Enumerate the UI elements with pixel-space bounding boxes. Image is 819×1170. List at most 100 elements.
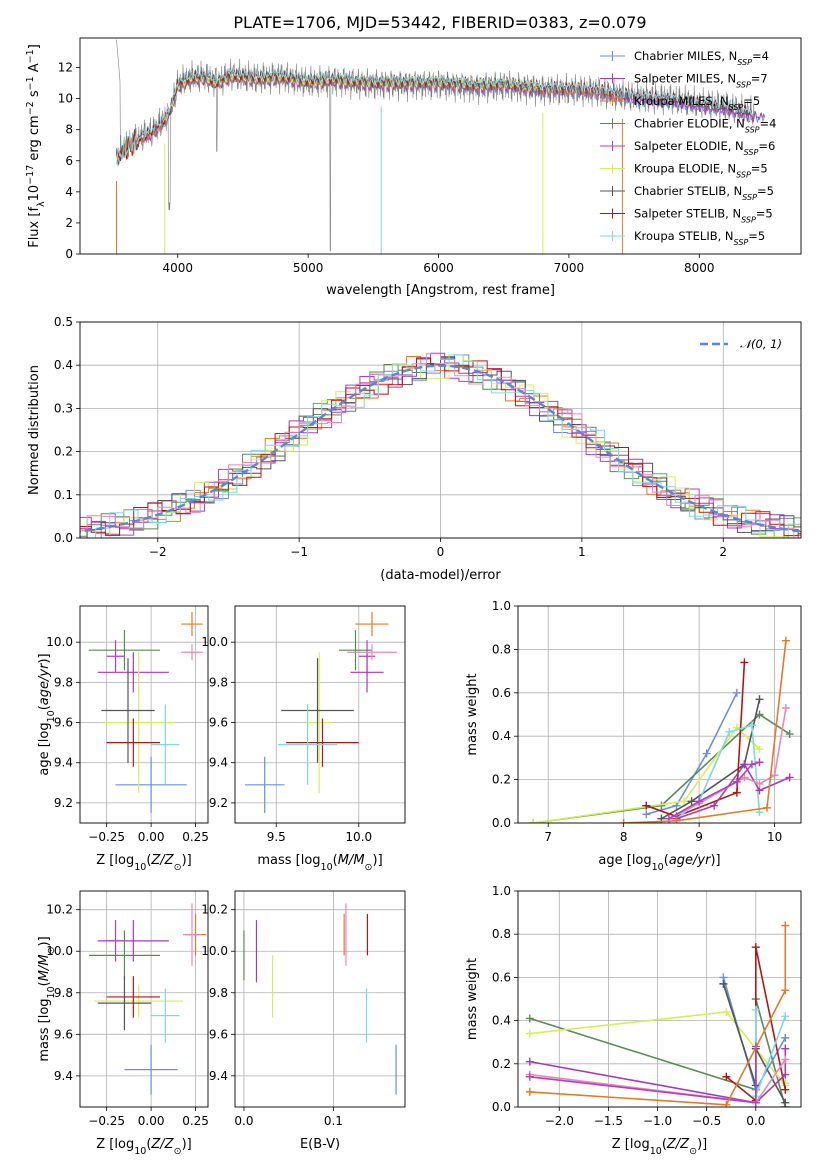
weight-point-marker <box>763 803 772 812</box>
weight-point-marker <box>642 810 651 819</box>
weight-point-marker <box>781 1085 790 1094</box>
spectrum-panel: 4000 5000 6000 7000 8000 0 2 4 6 8 10 12 wavelength … <box>25 37 802 298</box>
x-tick-label: 7000 <box>554 261 585 275</box>
weight-point-marker <box>732 688 741 697</box>
errorbar-point <box>106 920 125 962</box>
legend-label: Kroupa STELIB, NSSP=5 <box>634 229 765 247</box>
y-axis-label: age [log10(age/yr)] <box>37 653 57 775</box>
errorbar-point <box>106 718 160 767</box>
weight-point-marker <box>672 816 681 823</box>
axes-frame <box>234 605 406 824</box>
y-axis-label: Normed distribution <box>27 365 42 495</box>
axes-frame <box>517 890 802 1108</box>
weight-point-marker <box>781 703 790 712</box>
weight-point-marker <box>722 1072 731 1081</box>
age-vs-metallicity-panel: −0.25 0.00 0.25 9.2 9.4 9.6 9.8 10.0 Z [log10(Z/… <box>37 605 209 873</box>
model-spectrum-line <box>116 66 752 165</box>
x-axis-label: Z [log10(Z/Z⊙)] <box>612 1137 707 1157</box>
mass-vs-metallicity-panel: −0.25 0.00 0.25 9.4 9.6 9.8 10.0 10.2 Z [log10(Z… <box>37 890 209 1157</box>
y-tick-label: 10.0 <box>201 944 228 958</box>
y-tick-label: 10.2 <box>201 903 228 917</box>
errorbar-point <box>106 640 125 673</box>
x-axis-label: age [log10(age/yr)] <box>598 853 720 873</box>
x-tick-label: 10.0 <box>345 830 372 844</box>
y-tick-label: 9.6 <box>209 1027 228 1041</box>
y-tick-label: 9.8 <box>54 675 73 689</box>
errorbar-point <box>101 658 155 763</box>
errorbar-point <box>183 903 201 966</box>
errorbar-point <box>103 652 175 793</box>
weight-vs-metallicity-panel: −2.0 −1.5 −1.0 −0.5 0.0 0.0 0.2 0.4 0.6 0.8 1.0 Z [… <box>465 884 802 1157</box>
weight-point-marker <box>781 986 790 995</box>
y-axis-label: mass weight <box>465 673 480 755</box>
weight-point-marker <box>755 779 764 788</box>
y-tick-label: 9.2 <box>54 796 73 810</box>
residuals-legend: 𝒩(0, 1) <box>700 337 782 351</box>
axes-frame <box>79 605 209 824</box>
weight-point-marker <box>702 749 711 758</box>
y-tick-label: 9.8 <box>209 986 228 1000</box>
weight-point-marker <box>722 1007 731 1016</box>
errorbar-point <box>305 652 333 793</box>
errorbar-point <box>97 976 152 1031</box>
x-tick-label: −1.0 <box>643 1114 672 1128</box>
weight-point-marker <box>525 1029 534 1038</box>
y-tick-label: 9.2 <box>209 796 228 810</box>
weight-point-marker <box>751 943 760 952</box>
axes-frame <box>79 37 802 255</box>
y-tick-label: 0.1 <box>54 488 73 502</box>
weight-point-marker <box>751 1098 760 1107</box>
y-tick-label: 0.5 <box>54 315 73 329</box>
y-tick-label: 10 <box>58 92 73 106</box>
errorbar-point <box>277 704 338 785</box>
y-tick-label: 10.0 <box>46 944 73 958</box>
weight-point-marker <box>525 1072 534 1081</box>
y-tick-label: 10.2 <box>46 903 73 917</box>
errorbar-point <box>115 756 187 813</box>
weight-point-marker <box>619 819 628 823</box>
residual-histogram <box>80 358 801 538</box>
y-tick-label: 0.4 <box>492 729 511 743</box>
y-tick-label: 8 <box>65 123 73 137</box>
weight-series-line <box>668 707 787 820</box>
weight-series-line <box>532 726 761 823</box>
weight-series-line <box>529 925 787 1106</box>
weight-point-marker <box>719 979 728 988</box>
mass-vs-ebv-panel: 0.0 0.1 9.4 9.6 9.8 10.0 10.2 E(B-V) <box>201 890 406 1152</box>
x-tick-label: −0.5 <box>692 1114 721 1128</box>
y-tick-label: 9.8 <box>209 675 228 689</box>
weight-point-marker <box>695 797 704 806</box>
errorbar-point <box>347 644 397 661</box>
y-tick-label: 0.2 <box>492 1057 511 1071</box>
residual-histogram <box>80 357 801 537</box>
weight-point-marker <box>751 1005 760 1014</box>
errorbar-point <box>181 612 203 637</box>
spectrum-legend: Chabrier MILES, NSSP=4 Salpeter MILES, NS… <box>600 49 776 247</box>
legend-label: Kroupa MILES, NSSP=5 <box>634 94 760 112</box>
x-tick-label: 0.00 <box>138 1114 165 1128</box>
x-tick-label: −2 <box>149 545 167 559</box>
y-axis-label: mass weight <box>465 958 480 1040</box>
legend-label: 𝒩(0, 1) <box>740 337 782 351</box>
weight-series <box>529 723 764 823</box>
weight-point-marker <box>781 1055 790 1064</box>
weight-point-marker <box>740 760 749 769</box>
y-tick-label: 0 <box>65 247 73 261</box>
y-tick-label: 0.4 <box>54 358 73 372</box>
weight-point-marker <box>740 658 749 667</box>
weight-series <box>619 636 790 823</box>
y-tick-label: 10.0 <box>46 635 73 649</box>
figure-title: PLATE=1706, MJD=53442, FIBERID=0383, z=0… <box>233 13 646 32</box>
y-tick-label: 0.0 <box>492 816 511 830</box>
errorbar-point <box>355 612 389 637</box>
weight-point-marker <box>781 1044 790 1053</box>
weight-point-marker <box>732 788 741 797</box>
legend-label: Kroupa ELODIE, NSSP=5 <box>634 162 768 180</box>
axes-frame <box>517 605 802 824</box>
x-tick-label: −2.0 <box>545 1114 574 1128</box>
y-tick-label: 0.2 <box>54 445 73 459</box>
legend-label: Salpeter ELODIE, NSSP=6 <box>634 139 775 157</box>
x-axis-label: Z [log10(Z/Z⊙)] <box>96 853 191 873</box>
weight-point-marker <box>755 758 764 767</box>
